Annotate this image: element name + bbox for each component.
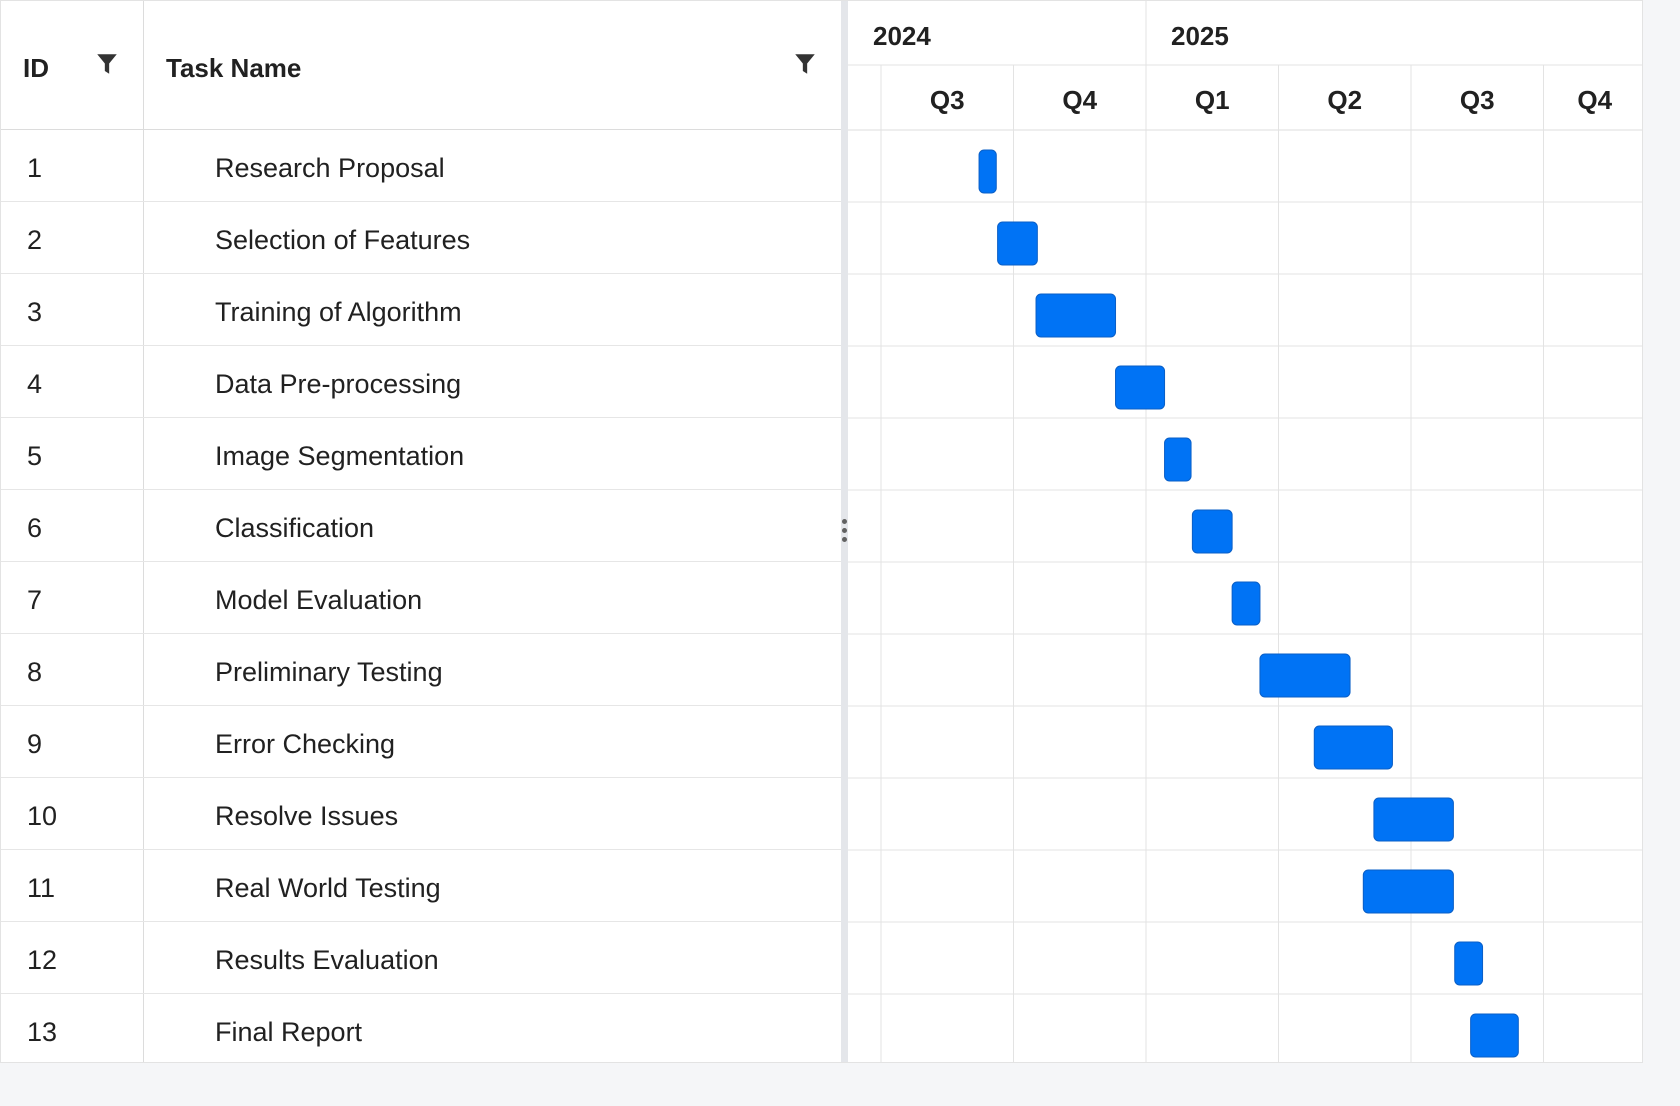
grid-rows: 1 Research Proposal 2 Selection of Features…: [1, 130, 841, 1062]
task-id-cell: 13: [1, 994, 144, 1062]
task-name[interactable]: Research Proposal: [215, 153, 445, 183]
gantt-chart: ID Task Name 1 Research Proposal 2 Selectio…: [0, 0, 1643, 1063]
task-name[interactable]: Final Report: [215, 1017, 363, 1047]
task-name[interactable]: Classification: [215, 513, 375, 543]
task-name[interactable]: Preliminary Testing: [215, 657, 443, 687]
year-label: 2024: [873, 21, 931, 51]
column-header-id[interactable]: ID: [1, 1, 144, 130]
task-id-cell: 3: [1, 274, 144, 345]
task-name[interactable]: Resolve Issues: [215, 801, 399, 831]
task-bar[interactable]: [1191, 509, 1233, 554]
table-row[interactable]: 4 Data Pre-processing: [1, 346, 841, 418]
task-id: 12: [27, 945, 58, 975]
table-row[interactable]: 12 Results Evaluation: [1, 922, 841, 994]
task-id-cell: 9: [1, 706, 144, 777]
task-id: 7: [27, 585, 43, 615]
table-row[interactable]: 5 Image Segmentation: [1, 418, 841, 490]
task-name[interactable]: Data Pre-processing: [215, 369, 462, 399]
column-header-task-name-label: Task Name: [166, 53, 302, 83]
task-id-cell: 1: [1, 130, 144, 201]
task-id-cell: 7: [1, 562, 144, 633]
task-id: 6: [27, 513, 43, 543]
task-id-cell: 10: [1, 778, 144, 849]
column-header-id-label: ID: [23, 53, 49, 83]
task-name[interactable]: Error Checking: [215, 729, 396, 759]
quarter-label: Q4: [1577, 85, 1612, 115]
filter-icon[interactable]: [94, 51, 120, 77]
table-row[interactable]: 3 Training of Algorithm: [1, 274, 841, 346]
task-bar[interactable]: [1259, 653, 1351, 698]
vertical-ellipsis-icon[interactable]: [841, 519, 848, 549]
task-id: 13: [27, 1017, 58, 1047]
column-header-task-name[interactable]: Task Name: [144, 1, 841, 130]
task-id-cell: 8: [1, 634, 144, 705]
task-id: 11: [27, 873, 56, 903]
task-id: 2: [27, 225, 43, 255]
task-id: 3: [27, 297, 43, 327]
task-bar[interactable]: [1035, 293, 1117, 338]
task-name[interactable]: Selection of Features: [215, 225, 471, 255]
task-bar[interactable]: [1373, 797, 1454, 842]
task-id: 8: [27, 657, 43, 687]
table-row[interactable]: 2 Selection of Features: [1, 202, 841, 274]
task-bar[interactable]: [1313, 725, 1393, 770]
quarter-label: Q1: [1195, 85, 1230, 115]
task-bar[interactable]: [1454, 941, 1484, 986]
task-id-cell: 4: [1, 346, 144, 417]
table-row[interactable]: 13 Final Report: [1, 994, 841, 1062]
task-bar[interactable]: [1231, 581, 1261, 626]
task-name[interactable]: Training of Algorithm: [215, 297, 462, 327]
task-id: 4: [27, 369, 43, 399]
task-id-cell: 2: [1, 202, 144, 273]
table-row[interactable]: 6 Classification: [1, 490, 841, 562]
task-bar[interactable]: [1470, 1013, 1519, 1058]
quarter-label: Q2: [1327, 85, 1362, 115]
timeline-chart: 2024 2025 Q3 Q4 Q1 Q2 Q3 Q4: [848, 1, 1642, 1062]
task-id: 5: [27, 441, 43, 471]
task-bar[interactable]: [1115, 365, 1166, 410]
table-row[interactable]: 11 Real World Testing: [1, 850, 841, 922]
task-id-cell: 12: [1, 922, 144, 993]
table-row[interactable]: 1 Research Proposal: [1, 130, 841, 202]
task-name[interactable]: Results Evaluation: [215, 945, 439, 975]
timeline-svg: 2024 2025 Q3 Q4 Q1 Q2 Q3 Q4: [848, 1, 1642, 1062]
task-name[interactable]: Real World Testing: [215, 873, 441, 903]
table-row[interactable]: 7 Model Evaluation: [1, 562, 841, 634]
table-row[interactable]: 10 Resolve Issues: [1, 778, 841, 850]
task-bar[interactable]: [1362, 869, 1454, 914]
task-id-cell: 11: [1, 850, 144, 921]
task-name[interactable]: Image Segmentation: [215, 441, 465, 471]
task-id-cell: 5: [1, 418, 144, 489]
task-id: 9: [27, 729, 43, 759]
task-id-cell: 6: [1, 490, 144, 561]
table-row[interactable]: 9 Error Checking: [1, 706, 841, 778]
quarter-label: Q3: [930, 85, 965, 115]
quarter-label: Q4: [1062, 85, 1097, 115]
quarter-label: Q3: [1460, 85, 1495, 115]
pane-splitter[interactable]: [841, 1, 848, 1062]
task-id: 10: [27, 801, 58, 831]
task-bar[interactable]: [997, 221, 1038, 266]
task-id: 1: [27, 153, 43, 183]
task-bar[interactable]: [1164, 437, 1192, 482]
filter-icon[interactable]: [792, 51, 818, 77]
task-name[interactable]: Model Evaluation: [215, 585, 423, 615]
table-row[interactable]: 8 Preliminary Testing: [1, 634, 841, 706]
task-grid: ID Task Name 1 Research Proposal 2 Selectio…: [1, 1, 841, 1062]
year-label: 2025: [1171, 21, 1229, 51]
task-bar[interactable]: [978, 149, 997, 194]
